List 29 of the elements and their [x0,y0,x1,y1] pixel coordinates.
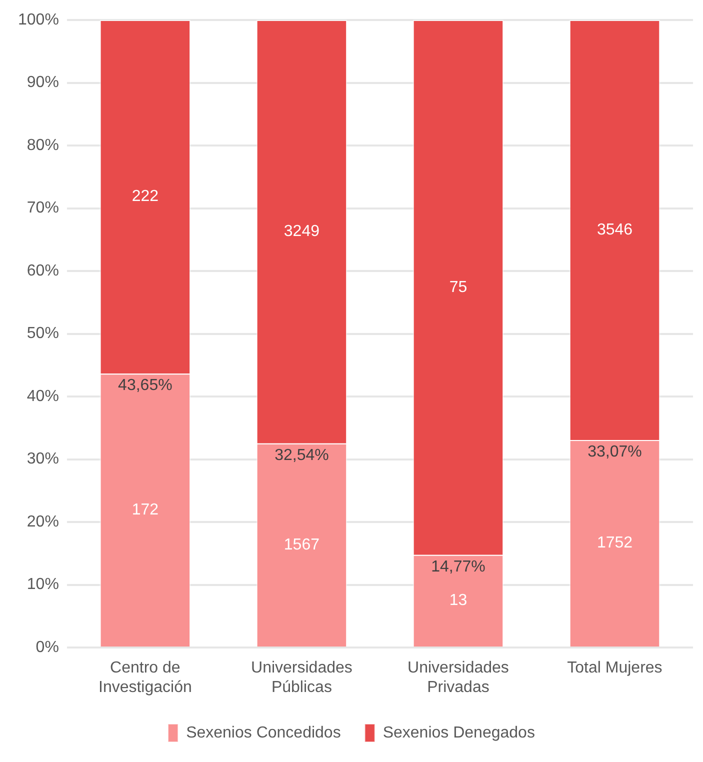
annotation: 14,77% [431,558,486,576]
annotation: 172 [132,502,159,519]
x-tick-label: Centro de Investigación [98,660,192,696]
annotation: 13 [449,592,468,610]
y-tick-label: 90% [26,74,59,92]
y-tick-label: 10% [26,576,59,594]
legend-label: Sexenios Denegados [382,724,535,742]
annotation: 33,07% [588,443,642,460]
annotation: 222 [132,188,159,206]
annotation: 1567 [284,536,320,554]
annotation: 3249 [284,223,320,240]
x-tick-label: Total Mujeres [567,660,662,677]
y-tick-label: 60% [26,262,59,280]
y-tick-label: 40% [26,388,59,405]
y-tick-label: 80% [26,136,59,154]
x-tick-label: Universidades Públicas [251,660,352,696]
y-tick-label: 30% [26,450,59,468]
y-tick-label: 50% [26,325,59,342]
x-tick-label: Universidades Privadas [408,660,509,696]
annotation: 1752 [596,534,633,552]
annotation: 43,65% [118,377,172,394]
legend-label: Sexenios Concedidos [186,724,341,742]
annotation: 75 [449,278,468,296]
y-tick-label: 0% [36,639,59,656]
annotation: 32,54% [274,446,329,464]
y-tick-label: 100% [18,11,59,28]
y-tick-label: 20% [26,513,59,530]
annotation: 3546 [596,221,633,238]
y-tick-label: 70% [26,200,59,217]
